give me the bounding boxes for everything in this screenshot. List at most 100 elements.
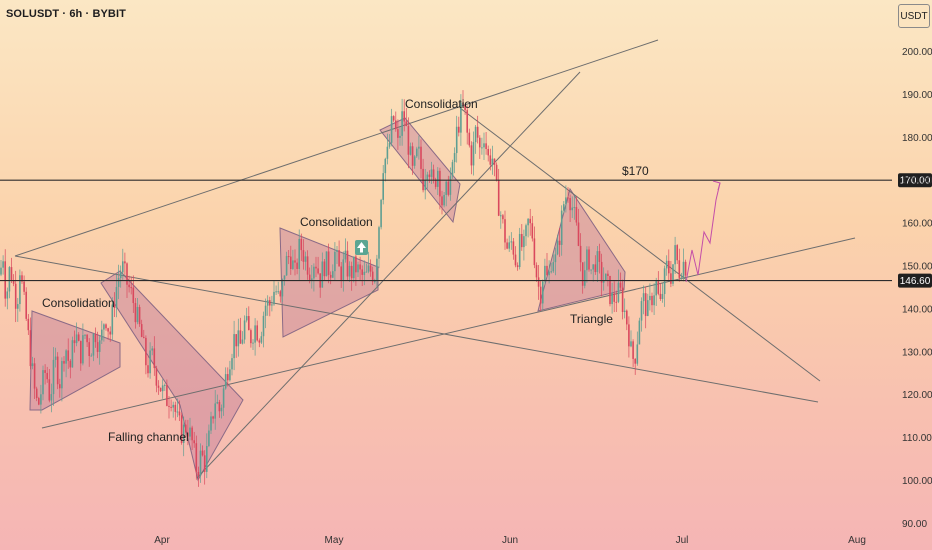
- candle-body: [382, 173, 384, 200]
- candle-body: [663, 268, 666, 295]
- candle-body: [33, 363, 36, 389]
- candle-body: [481, 147, 483, 149]
- candle-body: [602, 280, 605, 283]
- candle-body: [451, 162, 454, 177]
- candle-body: [579, 245, 582, 263]
- candle-body: [365, 271, 368, 273]
- candle-body: [130, 287, 132, 289]
- candle-body: [304, 256, 307, 262]
- y-tick-label: 120.00: [902, 390, 932, 401]
- candle-body: [659, 293, 662, 300]
- candle-body: [577, 222, 580, 246]
- pattern-shapes: [29, 117, 626, 482]
- candle-body: [258, 340, 261, 343]
- candle-body: [4, 261, 6, 299]
- candle-body: [680, 277, 683, 279]
- candle-body: [397, 129, 399, 138]
- candle-body: [460, 102, 462, 133]
- candle-body: [418, 146, 420, 149]
- candle-body: [203, 455, 206, 472]
- candle-body: [325, 251, 328, 277]
- consolidation-label-1: Consolidation: [42, 296, 115, 310]
- candle-body: [554, 254, 557, 263]
- candle-body: [313, 266, 315, 279]
- candle-body: [628, 324, 630, 347]
- candle-body: [334, 251, 336, 272]
- candle-body: [342, 259, 345, 282]
- candle-body: [514, 254, 517, 266]
- candle-body: [199, 450, 202, 476]
- candle-body: [521, 233, 523, 248]
- candle-body: [649, 295, 651, 301]
- candle-body: [124, 261, 126, 264]
- candle-body: [122, 261, 124, 273]
- candle-body: [380, 199, 382, 228]
- candle-body: [550, 271, 552, 273]
- candle-body: [563, 204, 565, 211]
- candle-body: [401, 111, 403, 136]
- candle-body: [548, 271, 550, 276]
- candle-body: [216, 401, 219, 404]
- candle-body: [143, 336, 145, 338]
- candle-body: [111, 304, 114, 335]
- candle-body: [172, 404, 174, 408]
- candle-body: [640, 301, 643, 321]
- candle-body: [682, 261, 685, 278]
- consolidation-label-3: Consolidation: [405, 97, 478, 111]
- y-tick-label: 180.00: [902, 133, 932, 144]
- candle-body: [374, 281, 376, 283]
- candle-body: [474, 126, 477, 143]
- candle-body: [424, 180, 426, 191]
- candle-body: [508, 242, 510, 249]
- candle-body: [613, 293, 615, 302]
- candle-body: [495, 164, 498, 180]
- candle-body: [565, 197, 567, 205]
- candle-body: [592, 264, 594, 270]
- candle-body: [527, 218, 529, 226]
- candle-body: [617, 282, 620, 302]
- candle-body: [88, 342, 90, 356]
- candle-body: [516, 265, 519, 268]
- candle-body: [586, 249, 588, 271]
- candle-body: [264, 305, 267, 316]
- price-level-value: 146.60: [900, 276, 931, 287]
- candle-body: [502, 215, 504, 220]
- candle-body: [506, 242, 508, 249]
- candle-body: [308, 274, 311, 281]
- candle-body: [621, 287, 624, 312]
- candle-body: [210, 416, 212, 431]
- y-tick-label: 200.00: [902, 47, 932, 58]
- currency-button[interactable]: USDT: [898, 4, 930, 28]
- candle-body: [269, 300, 271, 306]
- candle-body: [560, 210, 563, 245]
- candle-body: [510, 241, 513, 243]
- upper-trendline: [14, 39, 659, 257]
- candle-body: [598, 251, 601, 262]
- candle-body: [31, 363, 34, 367]
- candle-body: [651, 295, 653, 306]
- candle-body: [195, 443, 198, 472]
- candle-body: [399, 135, 401, 138]
- candle-body: [544, 265, 546, 282]
- candle-body: [105, 324, 107, 329]
- candle-body: [439, 170, 441, 197]
- candle-body: [588, 249, 590, 270]
- candle-body: [126, 263, 128, 285]
- candle-body: [340, 266, 342, 282]
- symbol-label[interactable]: SOLUSDT · 6h · BYBIT: [6, 8, 126, 20]
- candle-body: [84, 334, 86, 336]
- candle-body: [117, 278, 120, 287]
- candle-body: [674, 245, 676, 265]
- candle-body: [40, 394, 42, 405]
- candle-body: [243, 320, 246, 340]
- candle-body: [166, 384, 168, 406]
- candle-body: [67, 350, 69, 361]
- candle-body: [168, 405, 170, 407]
- candle-body: [128, 284, 130, 288]
- candle-body: [176, 411, 179, 413]
- candle-body: [44, 370, 46, 373]
- candle-body: [386, 146, 389, 159]
- candle-body: [605, 273, 607, 281]
